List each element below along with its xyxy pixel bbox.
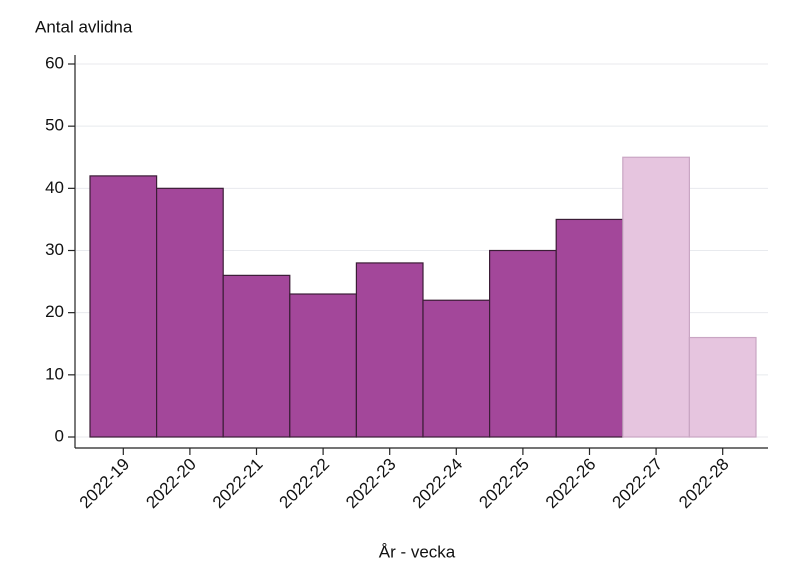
x-tick-label: 2022-20	[142, 455, 200, 513]
y-tick-label: 60	[45, 53, 64, 72]
bar	[156, 187, 224, 438]
y-tick-label: 30	[45, 240, 64, 259]
y-tick-label: 10	[45, 364, 64, 383]
bar	[355, 262, 424, 438]
x-tick-label: 2022-19	[76, 455, 134, 513]
bar	[422, 299, 491, 438]
x-tick-label: 2022-22	[276, 455, 334, 513]
bar	[622, 156, 690, 438]
y-axis-label: Antal avlidna	[35, 17, 133, 36]
bar	[222, 274, 291, 438]
bar	[289, 293, 357, 438]
bar	[555, 218, 624, 438]
x-tick-label: 2022-21	[209, 455, 267, 513]
x-tick-label: 2022-26	[542, 455, 600, 513]
bar	[489, 249, 557, 438]
x-tick-label: 2022-25	[475, 455, 533, 513]
bar	[89, 175, 158, 438]
y-tick-label: 50	[45, 116, 64, 135]
x-tick-label: 2022-23	[342, 455, 400, 513]
x-tick-label: 2022-28	[675, 455, 733, 513]
y-tick-label: 0	[55, 426, 64, 445]
x-tick-label: 2022-24	[409, 455, 467, 513]
y-tick-label: 20	[45, 302, 64, 321]
x-axis-label: År - vecka	[379, 542, 456, 561]
y-tick-label: 40	[45, 178, 64, 197]
bar	[688, 336, 757, 438]
x-tick-label: 2022-27	[609, 455, 667, 513]
